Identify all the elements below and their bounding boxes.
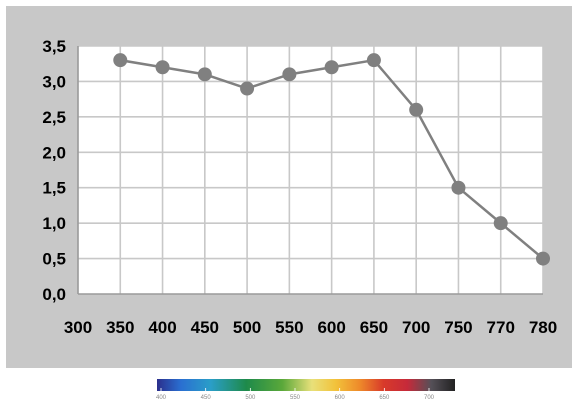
axes	[77, 46, 543, 295]
y-tick-label: 2,5	[42, 108, 66, 127]
x-tick-label: 700	[402, 318, 430, 337]
x-tick-label: 600	[317, 318, 345, 337]
x-tick-label: 770	[487, 318, 515, 337]
x-tick-label: 500	[233, 318, 261, 337]
data-series	[113, 53, 550, 266]
y-tick-label: 3,0	[42, 72, 66, 91]
data-point	[240, 81, 255, 96]
x-tick-label: 550	[275, 318, 303, 337]
y-tick-label: 1,5	[42, 179, 66, 198]
spectrum-label: 650	[379, 395, 390, 401]
y-tick-label: 1,0	[42, 214, 66, 233]
x-tick-label: 300	[64, 318, 92, 337]
x-tick-label: 650	[360, 318, 388, 337]
spectrum-bar	[157, 379, 455, 391]
y-tick-label: 3,5	[42, 37, 66, 56]
data-point	[493, 216, 508, 231]
data-point	[282, 67, 297, 82]
x-tick-label: 400	[148, 318, 176, 337]
data-point	[366, 53, 381, 68]
x-tick-label: 780	[529, 318, 557, 337]
data-point	[113, 53, 128, 68]
x-tick-labels: 300 350 400 450 500 550 600 650 700 750 770 780	[64, 318, 557, 337]
plot-area	[78, 46, 543, 294]
data-point	[451, 180, 466, 195]
spectrum-scale: 400 450 500 550 600 650 700	[156, 379, 455, 401]
x-tick-label: 350	[106, 318, 134, 337]
spectrum-label: 500	[245, 395, 256, 401]
y-tick-label: 0,5	[42, 250, 66, 269]
y-tick-label: 0,0	[42, 285, 66, 304]
spectrum-label: 450	[201, 395, 212, 401]
y-tick-label: 2,0	[42, 143, 66, 162]
data-point	[324, 60, 339, 75]
data-point	[536, 251, 550, 266]
spectrum-label: 600	[335, 395, 346, 401]
spectrum-label: 400	[156, 395, 167, 401]
y-tick-labels: 0,0 0,5 1,0 1,5 2,0 2,5 3,0 3,5	[42, 37, 66, 304]
data-point	[409, 102, 424, 117]
spectrum-label: 700	[424, 395, 435, 401]
data-point	[155, 60, 170, 75]
spectrum-label: 550	[290, 395, 301, 401]
x-tick-label: 450	[191, 318, 219, 337]
data-point	[197, 67, 212, 82]
x-tick-label: 750	[444, 318, 472, 337]
